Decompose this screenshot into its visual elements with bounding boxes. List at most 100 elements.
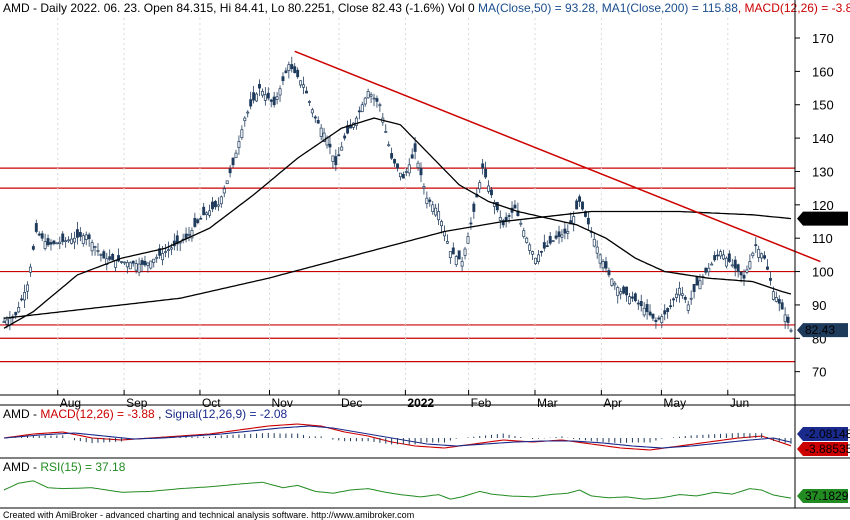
candle xyxy=(146,262,150,266)
candle xyxy=(542,242,546,249)
candle xyxy=(375,98,379,102)
candle xyxy=(122,261,126,264)
candle xyxy=(428,199,432,202)
x-tick-label: Mar xyxy=(537,396,558,410)
candle xyxy=(745,269,749,273)
candle xyxy=(666,308,670,312)
candle xyxy=(722,254,725,260)
candle xyxy=(278,88,282,96)
macd-last-values: -2.08148-3.88535 xyxy=(797,427,850,456)
candle xyxy=(419,167,423,176)
candle xyxy=(169,247,173,250)
candle xyxy=(222,188,226,194)
candle xyxy=(290,64,294,70)
macd-histogram xyxy=(9,432,792,445)
candle xyxy=(96,250,100,252)
candle xyxy=(633,293,637,302)
candle xyxy=(548,236,552,244)
candle xyxy=(134,263,138,271)
candle xyxy=(184,233,188,239)
candle xyxy=(216,204,220,207)
candle xyxy=(128,262,132,270)
candle xyxy=(724,257,728,267)
candle xyxy=(592,238,596,247)
rsi-last-values: 37.1829 xyxy=(797,489,849,503)
x-axis: Aug Sep Oct Nov Dec 2022 Feb Mar Apr May Jun xyxy=(0,390,795,410)
candle xyxy=(61,233,65,242)
candle xyxy=(692,284,696,292)
macd-last-tag: -3.88535 xyxy=(797,442,850,456)
candle xyxy=(143,260,147,266)
candle xyxy=(108,256,112,260)
candle xyxy=(90,242,94,252)
candle xyxy=(410,154,414,159)
candle xyxy=(316,120,320,124)
signal-last-tag: -2.08148 xyxy=(797,427,850,441)
candle xyxy=(152,258,156,263)
candle xyxy=(751,252,755,257)
candle xyxy=(766,266,769,270)
candle xyxy=(498,216,502,221)
candle xyxy=(525,237,529,243)
candle xyxy=(260,91,264,96)
candle xyxy=(683,296,687,300)
candle xyxy=(384,131,388,133)
candle xyxy=(404,171,408,173)
y-tick-label: 70 xyxy=(812,365,826,380)
tag-bg xyxy=(797,323,848,338)
candle xyxy=(120,261,123,263)
candle xyxy=(707,267,711,273)
signal-line xyxy=(3,425,792,449)
candle xyxy=(84,234,88,240)
ma50-line xyxy=(3,117,792,329)
candle xyxy=(581,201,584,210)
candle xyxy=(231,157,235,166)
candle xyxy=(366,91,370,99)
candle xyxy=(49,242,53,245)
candle xyxy=(131,260,135,264)
candle xyxy=(187,233,191,236)
candle xyxy=(46,238,50,246)
rsi-last-tag: 37.1829 xyxy=(797,489,849,503)
candle xyxy=(434,207,438,216)
candle xyxy=(2,321,6,323)
tag-value: 82.43 xyxy=(805,323,835,337)
ma200-last-tag: 115.884 xyxy=(797,211,848,226)
candle xyxy=(648,311,652,316)
candle xyxy=(328,143,332,148)
candle xyxy=(616,287,620,297)
candle xyxy=(572,216,576,224)
candle xyxy=(255,93,258,102)
tag-value: 115.884 xyxy=(805,212,848,226)
candle xyxy=(448,251,452,258)
candle xyxy=(654,319,658,322)
candle xyxy=(190,230,194,239)
y-tick-label: 150 xyxy=(812,98,834,113)
candle xyxy=(431,204,435,212)
candle xyxy=(331,155,335,162)
candle xyxy=(642,307,646,316)
candle xyxy=(537,254,540,262)
candle xyxy=(422,186,426,189)
candle xyxy=(225,180,229,184)
candle xyxy=(258,83,261,89)
candle xyxy=(519,222,523,225)
candle xyxy=(305,90,308,94)
candle xyxy=(575,200,579,210)
candle xyxy=(733,259,737,269)
candle xyxy=(607,270,611,276)
candle xyxy=(742,274,746,279)
trendline xyxy=(294,50,821,263)
footer-credit: Created with AmiBroker - advanced charti… xyxy=(3,510,414,520)
x-tick-label: Feb xyxy=(471,396,492,410)
candle xyxy=(710,263,714,266)
candle xyxy=(481,163,485,169)
candle xyxy=(507,215,511,217)
candle xyxy=(484,168,488,178)
candle xyxy=(727,253,731,262)
candle xyxy=(137,263,141,273)
x-tick-label: Sep xyxy=(126,396,148,410)
candle xyxy=(105,258,109,265)
candle xyxy=(472,203,476,212)
candle xyxy=(357,110,361,113)
